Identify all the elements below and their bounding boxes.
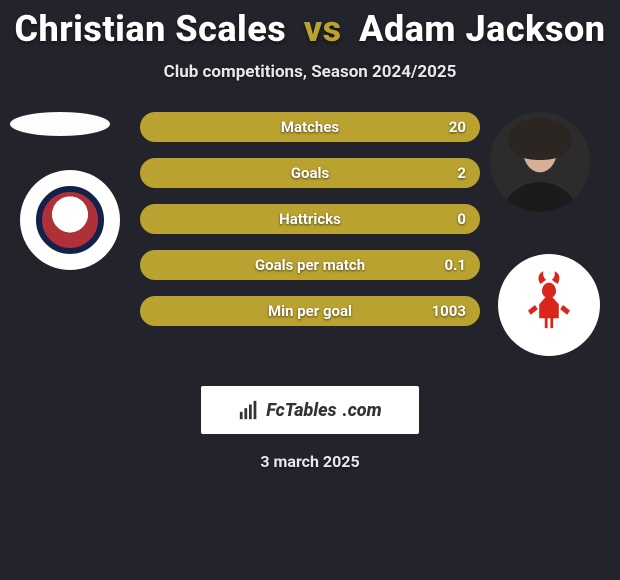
title-player2: Adam Jackson [359,8,605,50]
stat-label: Min per goal [268,302,352,320]
stat-value-right: 2 [457,164,466,182]
stat-bar: Min per goal 1003 [140,296,480,326]
player2-avatar [490,112,590,212]
stat-bar: Goals per match 0.1 [140,250,480,280]
stat-label: Matches [281,118,339,136]
player2-club-badge [498,254,600,356]
stat-bar: Hattricks 0 [140,204,480,234]
title-vs: vs [304,8,342,50]
stat-value-right: 1003 [432,302,466,320]
site-name: FcTables [266,400,336,421]
stat-value-right: 0 [457,210,466,228]
site-badge: FcTables .com [201,386,419,434]
stat-label: Goals [291,164,329,182]
stat-value-right: 0.1 [444,256,466,274]
stats-area: Matches20Goals2Hattricks0Goals per match… [0,122,620,372]
title-player1: Christian Scales [14,8,286,50]
stat-bar: Matches 20 [140,112,480,142]
bars-chart-icon [238,399,260,421]
date-label: 3 march 2025 [0,452,620,471]
player1-club-badge [20,170,120,270]
stat-value-right: 20 [449,118,466,136]
stat-bars: Matches 20 Goals 2 Hattricks 0 Goals per match… [140,112,480,342]
lincoln-imp-icon [514,270,584,340]
player1-avatar [10,112,110,136]
page-title: Christian Scales vs Adam Jackson [0,0,620,50]
crawley-crest-icon [36,186,104,254]
subtitle: Club competitions, Season 2024/2025 [0,62,620,82]
stat-label: Goals per match [255,256,365,274]
stat-label: Hattricks [279,210,341,228]
stat-bar: Goals 2 [140,158,480,188]
site-tld: .com [343,400,382,421]
